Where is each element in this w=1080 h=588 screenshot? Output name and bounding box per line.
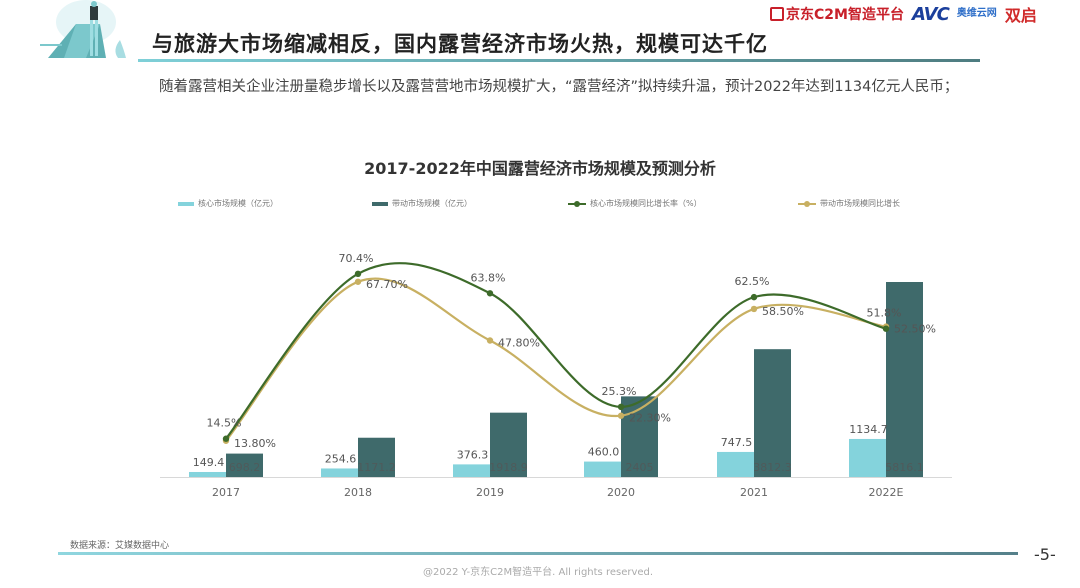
- page-title: 与旅游大市场缩减相反，国内露营经济市场火热，规模可达千亿: [152, 32, 768, 56]
- label-core-growth-2021: 62.5%: [735, 275, 770, 288]
- label-driven-growth-2018: 67.70%: [366, 278, 408, 291]
- label-driven-2019: 1918.9: [489, 461, 528, 474]
- point-driven-growth-2019: [486, 337, 494, 344]
- point-core-growth-2019: [486, 290, 494, 297]
- x-tick-2017: 2017: [212, 486, 240, 499]
- page-number: -5-: [1034, 545, 1056, 564]
- avc-logo: AVC: [911, 3, 950, 25]
- bar-core-2020: [584, 461, 621, 477]
- point-core-growth-2017: [222, 435, 230, 442]
- label-core-2022E: 1134.7: [849, 423, 888, 436]
- label-core-2018: 254.6: [325, 452, 357, 465]
- bar-core-2019: [453, 464, 490, 477]
- point-core-growth-2021: [750, 293, 758, 301]
- label-driven-growth-2021: 58.50%: [762, 305, 804, 318]
- label-driven-2021: 3812.3: [753, 461, 792, 474]
- x-tick-2019: 2019: [476, 486, 504, 499]
- point-core-growth-2018: [354, 270, 362, 278]
- bar-driven-2021: [754, 349, 791, 477]
- label-driven-growth-2020: 22.30%: [629, 412, 671, 425]
- bar-core-2022E: [849, 438, 886, 477]
- label-core-2017: 149.4: [193, 456, 225, 469]
- bar-core-2017: [189, 471, 226, 477]
- label-driven-growth-2022E: 52.50%: [894, 323, 936, 336]
- label-driven-2022E: 5816.1: [885, 461, 924, 474]
- copyright: @2022 Y-京东C2M智造平台. All rights reserved.: [423, 567, 654, 578]
- label-core-2021: 747.5: [721, 436, 753, 449]
- label-core-growth-2018: 70.4%: [339, 252, 374, 265]
- intro-paragraph: 随着露营相关企业注册量稳步增长以及露营营地市场规模扩大，“露营经济”拟持续升温，…: [159, 79, 959, 95]
- label-core-2019: 376.3: [457, 448, 489, 461]
- x-tick-2020: 2020: [607, 486, 635, 499]
- label-driven-2020: 2405: [626, 461, 654, 474]
- bar-core-2021: [717, 451, 754, 477]
- point-core-growth-2020: [617, 403, 625, 411]
- legend-line-core-growth: [568, 200, 586, 207]
- legend-swatch-core: [178, 201, 194, 206]
- footer-line: [58, 552, 1018, 555]
- label-core-2020: 460.0: [588, 446, 620, 459]
- bar-driven-2017: [226, 453, 263, 477]
- data-source: 数据来源：艾媒数据中心: [70, 541, 170, 551]
- label-core-growth-2022E: 51.8%: [867, 307, 902, 320]
- legend-core-growth: 核心市场规模同比增长率（%）: [568, 198, 702, 209]
- bar-driven-2018: [358, 437, 395, 477]
- legend-driven-market: 带动市场规模（亿元）: [372, 198, 472, 209]
- bar-core-2018: [321, 468, 358, 477]
- x-tick-2022E: 2022E: [869, 486, 904, 499]
- partner-logos: 京东C2M智造平台 AVC 奥维云网 双启: [770, 3, 1037, 25]
- label-driven-2018: 1171.2: [357, 461, 396, 474]
- point-driven-growth-2021: [750, 305, 758, 313]
- line-core-growth: [225, 262, 887, 440]
- point-driven-growth-2020: [617, 412, 625, 419]
- bar-driven-2022E: [886, 282, 923, 477]
- bar-driven-2019: [490, 412, 527, 477]
- label-core-growth-2017: 14.5%: [207, 417, 242, 430]
- sx-logo: 双启: [1004, 6, 1037, 25]
- camping-illustration: [40, 0, 126, 58]
- label-driven-growth-2019: 47.80%: [498, 336, 540, 349]
- avc-sub-logo: 奥维云网: [956, 8, 997, 19]
- legend-core-market: 核心市场规模（亿元）: [178, 198, 278, 209]
- label-driven-2017: 698.2: [229, 461, 261, 474]
- x-tick-2021: 2021: [740, 486, 768, 499]
- label-core-growth-2019: 63.8%: [471, 271, 506, 284]
- x-tick-2018: 2018: [344, 486, 372, 499]
- legend-line-driven-growth: [798, 200, 816, 207]
- jd-c2m-logo: 京东C2M智造平台: [770, 4, 904, 24]
- title-underline: [138, 59, 980, 62]
- chart-title: 2017-2022年中国露营经济市场规模及预测分析: [364, 159, 716, 178]
- point-core-growth-2022E: [882, 325, 890, 332]
- point-driven-growth-2018: [354, 278, 362, 285]
- jd-logo-icon: [770, 7, 784, 21]
- label-core-growth-2020: 25.3%: [602, 385, 637, 398]
- legend-driven-growth: 带动市场规模同比增长: [798, 198, 900, 209]
- legend-swatch-driven: [372, 201, 388, 206]
- label-driven-growth-2017: 13.80%: [234, 437, 276, 450]
